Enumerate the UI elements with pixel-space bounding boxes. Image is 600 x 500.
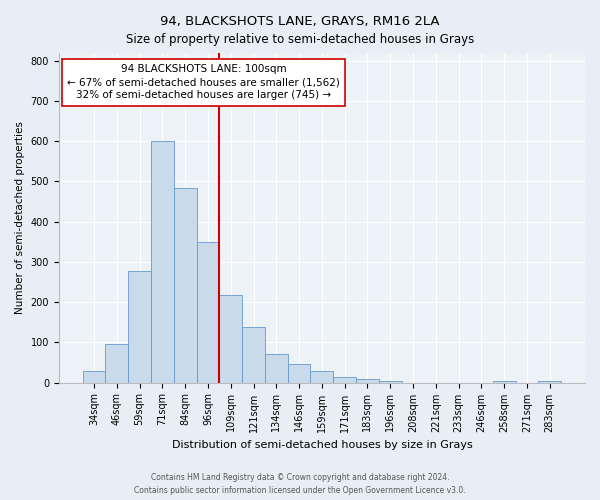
Bar: [151, 141, 174, 382]
Y-axis label: Number of semi-detached properties: Number of semi-detached properties: [15, 121, 25, 314]
Bar: [220, 295, 242, 382]
Bar: [288, 364, 310, 382]
Bar: [310, 372, 333, 382]
Bar: [128, 271, 151, 382]
Bar: [197, 242, 220, 382]
Text: Size of property relative to semi-detached houses in Grays: Size of property relative to semi-detach…: [126, 32, 474, 46]
Bar: [356, 380, 379, 382]
Text: Contains HM Land Registry data © Crown copyright and database right 2024.
Contai: Contains HM Land Registry data © Crown c…: [134, 474, 466, 495]
Bar: [333, 376, 356, 382]
Bar: [106, 344, 128, 382]
X-axis label: Distribution of semi-detached houses by size in Grays: Distribution of semi-detached houses by …: [172, 440, 472, 450]
Text: 94 BLACKSHOTS LANE: 100sqm
← 67% of semi-detached houses are smaller (1,562)
32%: 94 BLACKSHOTS LANE: 100sqm ← 67% of semi…: [67, 64, 340, 100]
Bar: [174, 188, 197, 382]
Bar: [242, 328, 265, 382]
Bar: [83, 372, 106, 382]
Bar: [265, 354, 288, 382]
Bar: [493, 380, 515, 382]
Text: 94, BLACKSHOTS LANE, GRAYS, RM16 2LA: 94, BLACKSHOTS LANE, GRAYS, RM16 2LA: [160, 15, 440, 28]
Bar: [538, 380, 561, 382]
